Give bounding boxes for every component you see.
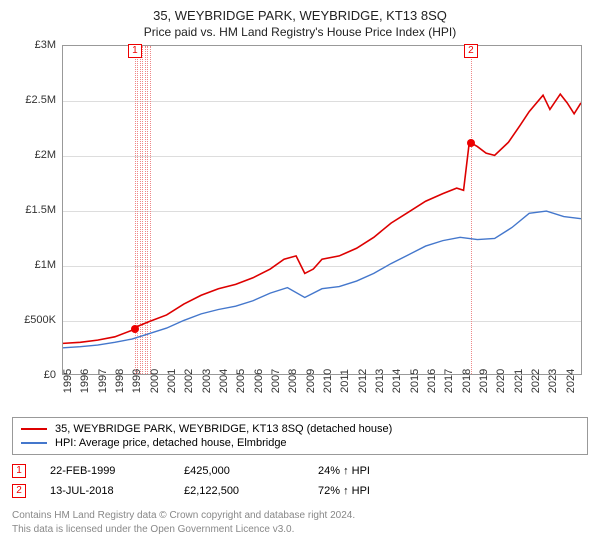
legend-label: HPI: Average price, detached house, Elmb… xyxy=(55,437,287,449)
legend-swatch xyxy=(21,428,47,430)
transaction-marker: 2 xyxy=(12,484,26,498)
transaction-table: 1 22-FEB-1999 £425,000 24% ↑ HPI 2 13-JUL-201… xyxy=(12,461,588,501)
chart-subtitle: Price paid vs. HM Land Registry's House … xyxy=(12,25,588,39)
legend-row: 35, WEYBRIDGE PARK, WEYBRIDGE, KT13 8SQ … xyxy=(21,422,579,436)
plot-area: 12 xyxy=(62,45,582,375)
transaction-date: 22-FEB-1999 xyxy=(50,465,160,477)
y-tick-label: £1M xyxy=(35,259,56,271)
chart-lines xyxy=(63,46,581,374)
chart-area: £0£500K£1M£1.5M£2M£2.5M£3M 12 1995199619… xyxy=(12,45,588,415)
credits-line1: Contains HM Land Registry data © Crown c… xyxy=(12,509,588,523)
y-tick-label: £1.5M xyxy=(25,204,56,216)
transaction-price: £2,122,500 xyxy=(184,485,294,497)
legend: 35, WEYBRIDGE PARK, WEYBRIDGE, KT13 8SQ … xyxy=(12,417,588,455)
credits: Contains HM Land Registry data © Crown c… xyxy=(12,509,588,536)
y-tick-label: £0 xyxy=(44,369,56,381)
transaction-price: £425,000 xyxy=(184,465,294,477)
transaction-delta: 24% ↑ HPI xyxy=(318,465,428,477)
legend-swatch xyxy=(21,442,47,444)
marker-label: 1 xyxy=(128,44,142,58)
y-tick-label: £2.5M xyxy=(25,94,56,106)
legend-row: HPI: Average price, detached house, Elmb… xyxy=(21,436,579,450)
chart-container: 35, WEYBRIDGE PARK, WEYBRIDGE, KT13 8SQ … xyxy=(0,0,600,560)
marker-dot xyxy=(467,139,475,147)
marker-label: 2 xyxy=(464,44,478,58)
marker-dot xyxy=(131,325,139,333)
y-axis: £0£500K£1M£1.5M£2M£2.5M£3M xyxy=(12,45,60,375)
transaction-delta: 72% ↑ HPI xyxy=(318,485,428,497)
x-axis: 1995199619971998199920002001200220032004… xyxy=(62,377,582,415)
y-tick-label: £2M xyxy=(35,149,56,161)
transaction-marker: 1 xyxy=(12,464,26,478)
series-line xyxy=(63,94,581,343)
y-tick-label: £3M xyxy=(35,39,56,51)
transaction-row: 2 13-JUL-2018 £2,122,500 72% ↑ HPI xyxy=(12,481,588,501)
chart-title: 35, WEYBRIDGE PARK, WEYBRIDGE, KT13 8SQ xyxy=(12,8,588,23)
transaction-date: 13-JUL-2018 xyxy=(50,485,160,497)
credits-line2: This data is licensed under the Open Gov… xyxy=(12,523,588,537)
legend-label: 35, WEYBRIDGE PARK, WEYBRIDGE, KT13 8SQ … xyxy=(55,423,392,435)
transaction-row: 1 22-FEB-1999 £425,000 24% ↑ HPI xyxy=(12,461,588,481)
series-line xyxy=(63,211,581,348)
y-tick-label: £500K xyxy=(24,314,56,326)
